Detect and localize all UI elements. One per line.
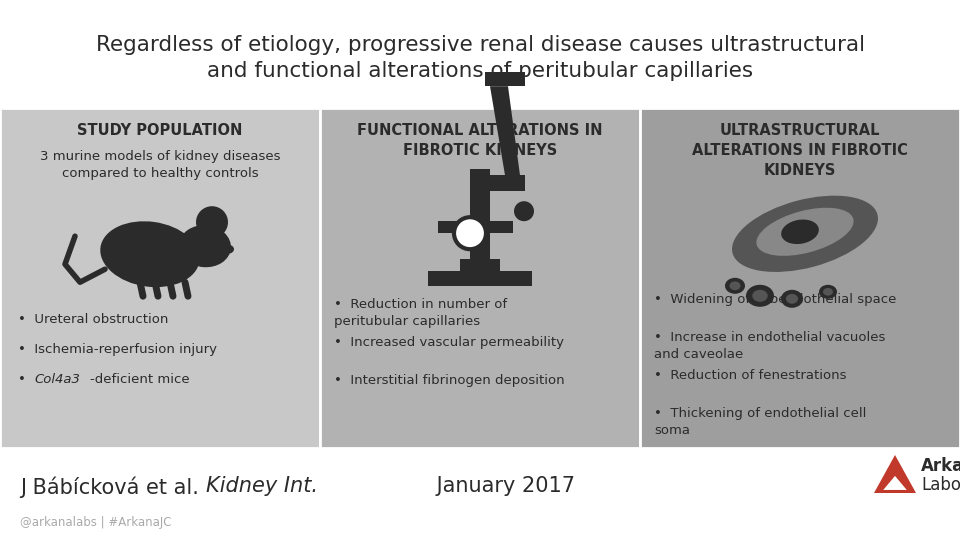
Text: •  Increased vascular permeability: • Increased vascular permeability [334,336,564,349]
Ellipse shape [179,225,231,267]
Text: Arkana: Arkana [921,457,960,475]
Bar [438,221,513,233]
Text: ‐deficient mice: ‐deficient mice [90,373,190,386]
Text: @arkanalabs | #ArkanaJC: @arkanalabs | #ArkanaJC [20,516,172,529]
Text: FUNCTIONAL ALTERATIONS IN
FIBROTIC KIDNEYS: FUNCTIONAL ALTERATIONS IN FIBROTIC KIDNE… [357,123,603,158]
Text: STUDY POPULATION: STUDY POPULATION [78,123,243,138]
Text: •  Interstitial fibrinogen deposition: • Interstitial fibrinogen deposition [334,374,564,387]
Bar [470,175,525,191]
Ellipse shape [753,290,768,302]
Bar [0,108,320,448]
Circle shape [196,206,228,238]
Text: Kidney Int.: Kidney Int. [205,476,318,496]
Circle shape [514,201,534,221]
Ellipse shape [823,288,833,296]
Circle shape [454,217,486,249]
Text: J Bábícková et al.: J Bábícková et al. [20,476,205,497]
Polygon shape [883,476,907,490]
Ellipse shape [100,221,200,287]
Bar [640,108,960,448]
Bar [428,271,532,286]
Ellipse shape [756,208,853,256]
Text: •  Thickening of endothelial cell
soma: • Thickening of endothelial cell soma [654,407,866,436]
Ellipse shape [730,281,740,290]
Bar [485,72,525,86]
Text: •  Reduction in number of
peritubular capillaries: • Reduction in number of peritubular cap… [334,298,507,327]
Text: •  Increase in endothelial vacuoles
and caveolae: • Increase in endothelial vacuoles and c… [654,331,885,361]
Text: January 2017: January 2017 [429,476,574,496]
Bar [470,169,490,259]
Ellipse shape [781,220,819,244]
Ellipse shape [732,195,878,272]
Ellipse shape [725,278,745,294]
Ellipse shape [222,245,234,254]
Polygon shape [874,455,916,493]
Text: 3 murine models of kidney diseases
compared to healthy controls: 3 murine models of kidney diseases compa… [39,150,280,180]
Ellipse shape [781,290,803,308]
Text: Col4a3: Col4a3 [34,373,80,386]
Text: Laboratories: Laboratories [921,476,960,494]
Text: ULTRASTRUCTURAL
ALTERATIONS IN FIBROTIC
KIDNEYS: ULTRASTRUCTURAL ALTERATIONS IN FIBROTIC … [692,123,908,178]
Text: Regardless of etiology, progressive renal disease causes ultrastructural
and fun: Regardless of etiology, progressive rena… [95,35,865,82]
Ellipse shape [819,285,837,299]
Text: •  Ureteral obstruction: • Ureteral obstruction [18,313,168,326]
Polygon shape [490,86,520,175]
Ellipse shape [786,294,798,303]
Text: •  Widening of subendothelial space: • Widening of subendothelial space [654,293,897,306]
Text: •  Ischemia-reperfusion injury: • Ischemia-reperfusion injury [18,343,217,356]
Bar [460,259,500,271]
Ellipse shape [746,285,774,307]
Text: •: • [18,373,35,386]
Text: •  Reduction of fenestrations: • Reduction of fenestrations [654,369,847,382]
Bar [320,108,640,448]
